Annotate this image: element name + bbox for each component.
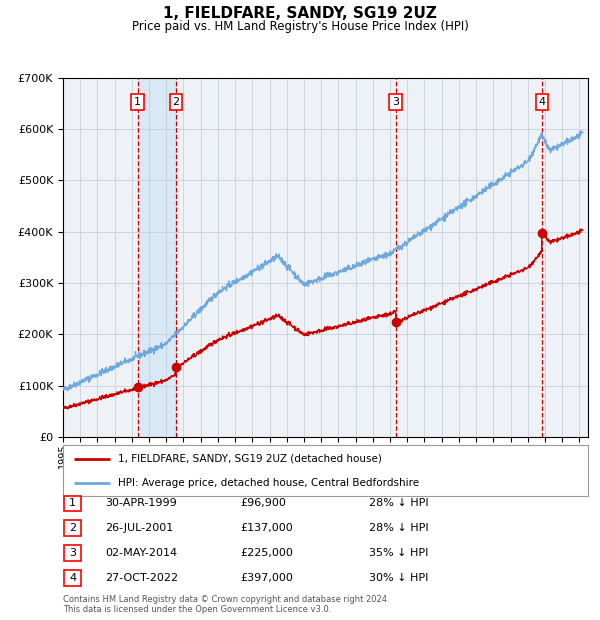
Text: 28% ↓ HPI: 28% ↓ HPI	[369, 523, 428, 533]
Text: 1: 1	[69, 498, 76, 508]
Text: Price paid vs. HM Land Registry's House Price Index (HPI): Price paid vs. HM Land Registry's House …	[131, 20, 469, 33]
Text: 26-JUL-2001: 26-JUL-2001	[105, 523, 173, 533]
Text: £225,000: £225,000	[240, 548, 293, 558]
Text: 4: 4	[69, 573, 76, 583]
Text: 30% ↓ HPI: 30% ↓ HPI	[369, 573, 428, 583]
FancyBboxPatch shape	[64, 570, 81, 586]
Text: 1, FIELDFARE, SANDY, SG19 2UZ: 1, FIELDFARE, SANDY, SG19 2UZ	[163, 6, 437, 21]
Text: 30-APR-1999: 30-APR-1999	[105, 498, 177, 508]
Text: £137,000: £137,000	[240, 523, 293, 533]
Text: 28% ↓ HPI: 28% ↓ HPI	[369, 498, 428, 508]
Text: 35% ↓ HPI: 35% ↓ HPI	[369, 548, 428, 558]
Text: This data is licensed under the Open Government Licence v3.0.: This data is licensed under the Open Gov…	[63, 604, 331, 614]
FancyBboxPatch shape	[63, 445, 588, 496]
Text: Contains HM Land Registry data © Crown copyright and database right 2024.: Contains HM Land Registry data © Crown c…	[63, 595, 389, 604]
Bar	[137, 78, 176, 437]
Text: 3: 3	[69, 548, 76, 558]
Text: 1: 1	[134, 97, 141, 107]
Text: 1, FIELDFARE, SANDY, SG19 2UZ (detached house): 1, FIELDFARE, SANDY, SG19 2UZ (detached …	[118, 454, 382, 464]
FancyBboxPatch shape	[64, 520, 81, 536]
Text: HPI: Average price, detached house, Central Bedfordshire: HPI: Average price, detached house, Cent…	[118, 478, 419, 489]
Text: 02-MAY-2014: 02-MAY-2014	[105, 548, 177, 558]
FancyBboxPatch shape	[64, 495, 81, 512]
Text: £397,000: £397,000	[240, 573, 293, 583]
Text: 3: 3	[392, 97, 399, 107]
Text: £96,900: £96,900	[240, 498, 286, 508]
Text: 2: 2	[69, 523, 76, 533]
Text: 4: 4	[538, 97, 545, 107]
Text: 2: 2	[173, 97, 179, 107]
Text: 27-OCT-2022: 27-OCT-2022	[105, 573, 178, 583]
FancyBboxPatch shape	[64, 545, 81, 561]
